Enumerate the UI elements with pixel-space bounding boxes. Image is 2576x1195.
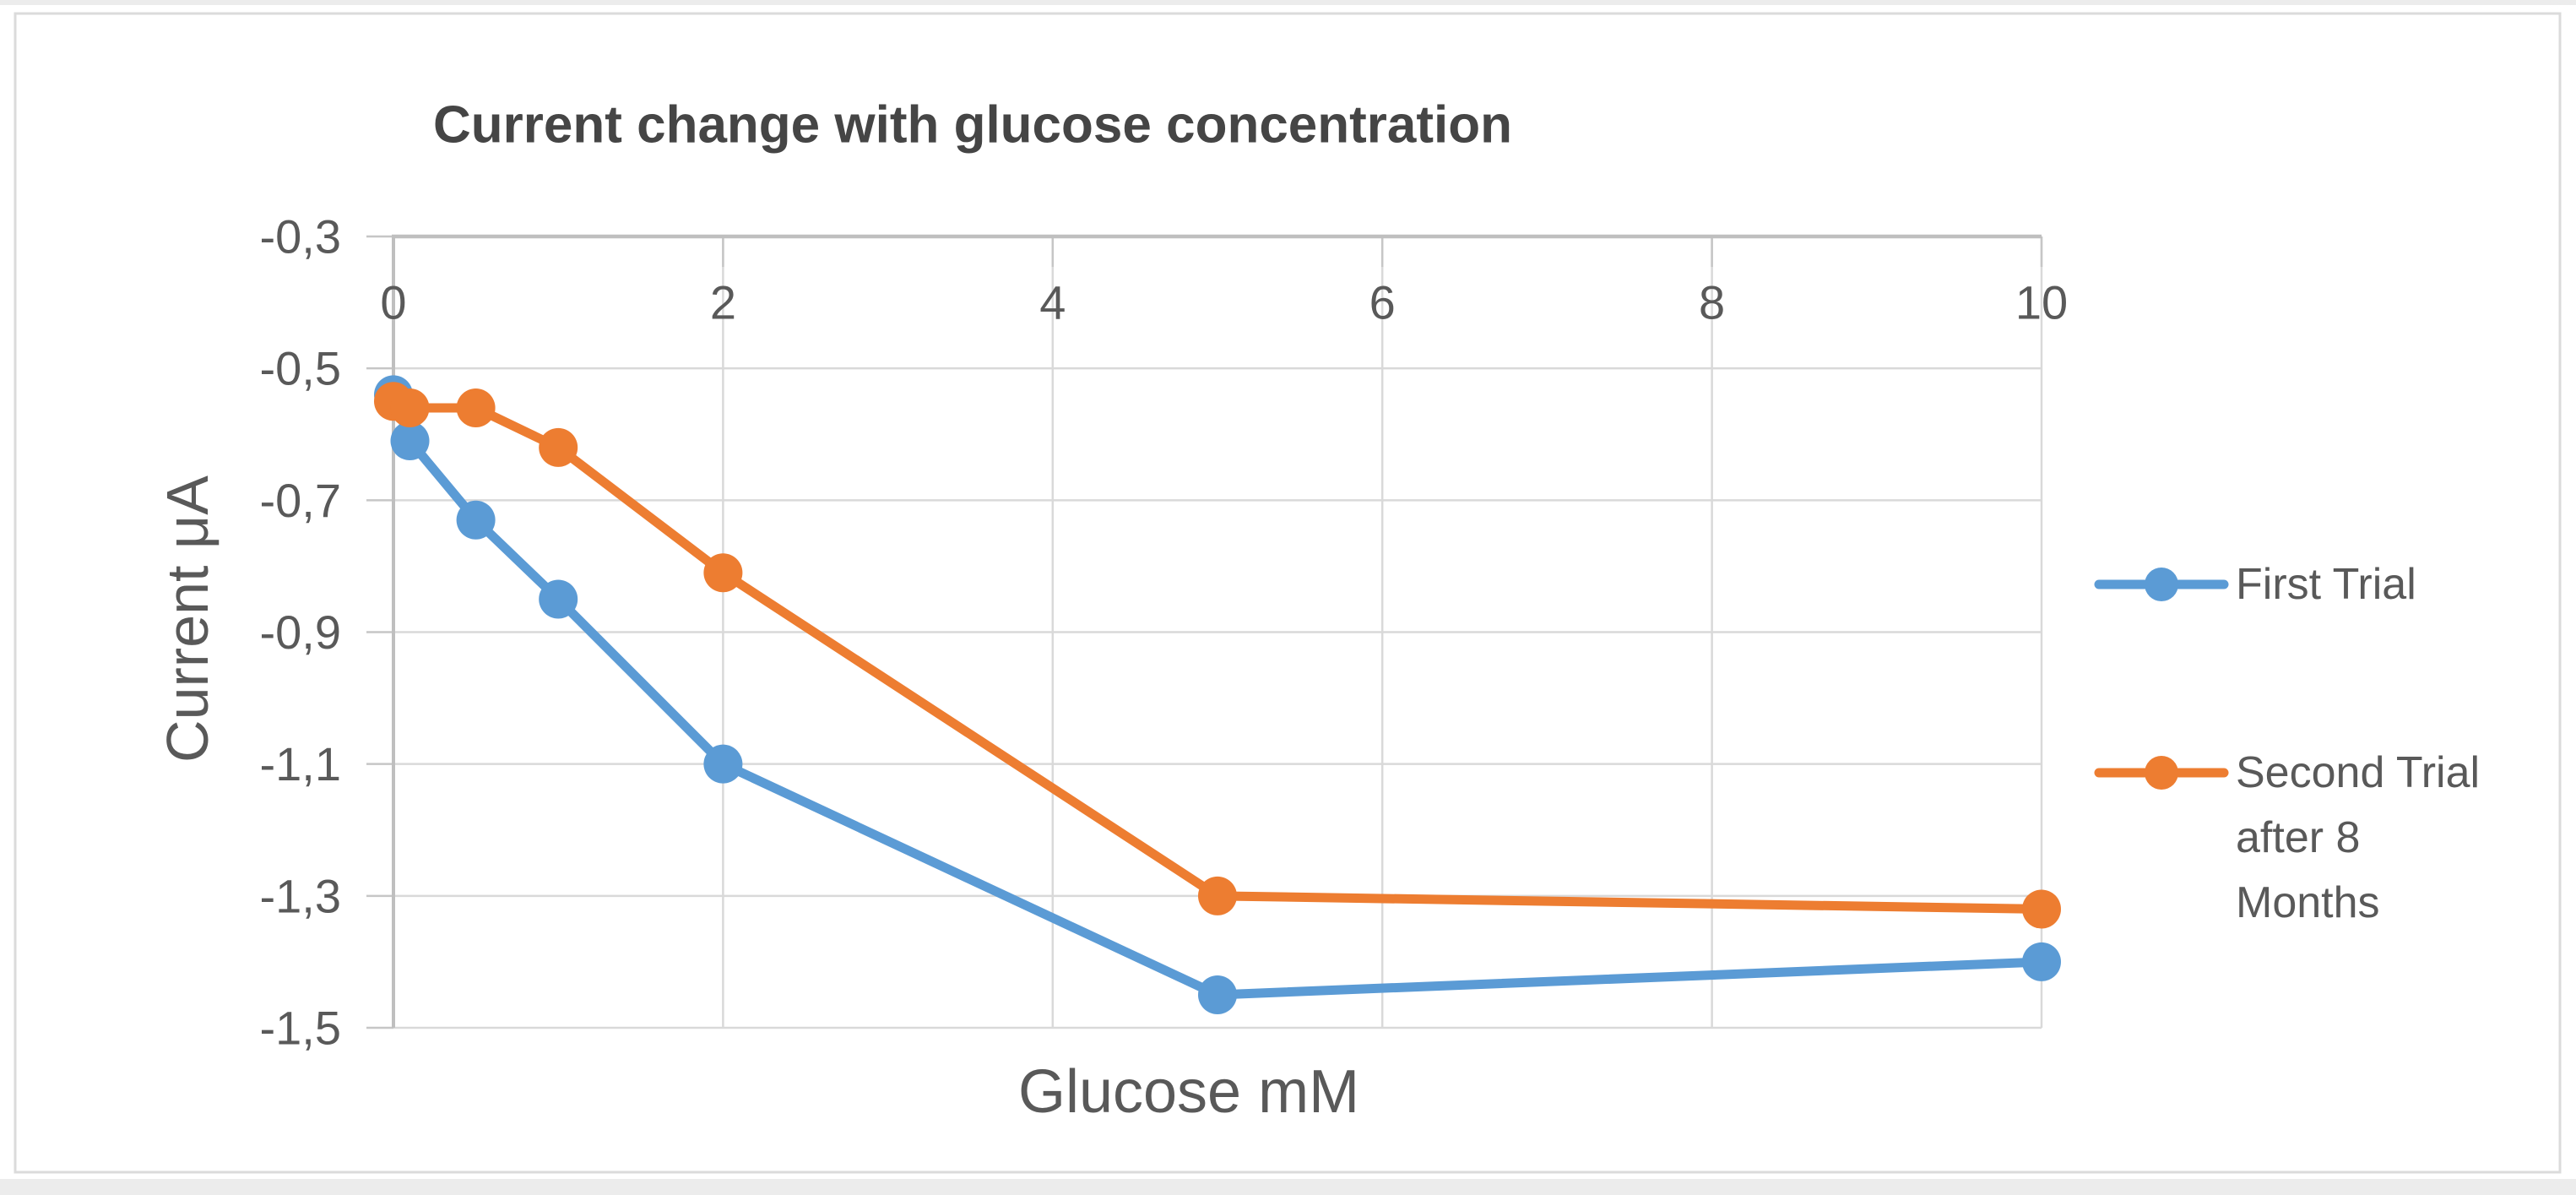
legend-marker-first-trial [2145, 568, 2178, 601]
data-point-first-trial [703, 744, 743, 784]
legend-marker-second-trial-after-8-months [2145, 756, 2178, 790]
chart-area-border [14, 12, 2562, 1174]
legend-label-second-trial-line-3: Months [2236, 878, 2380, 927]
legend: First Trial Second Trial after 8 Months [2094, 560, 2480, 927]
legend-label-second-trial-line-1: Second Trial [2236, 748, 2480, 797]
data-point-second-trial-after-8-months [703, 553, 743, 593]
x-tick-label: 0 [380, 276, 406, 329]
data-point-first-trial [390, 421, 430, 461]
x-axis-title: Glucose mM [1018, 1058, 1359, 1126]
y-axis-title: Current μA [155, 475, 220, 763]
x-tick-label: 10 [2015, 276, 2068, 329]
y-tick-label: -0,7 [260, 474, 342, 527]
data-point-second-trial-after-8-months [2022, 889, 2061, 929]
chart-title: Current change with glucose concentratio… [433, 96, 1512, 155]
axes [366, 234, 2043, 1029]
plot-series [374, 375, 2061, 1014]
y-tick-label: -1,1 [260, 737, 342, 790]
x-tick-label: 2 [710, 276, 736, 329]
x-tick-label: 8 [1699, 276, 1725, 329]
data-point-first-trial [2022, 942, 2061, 981]
legend-label-first-trial: First Trial [2236, 560, 2416, 609]
y-tick-label: -0,9 [260, 606, 342, 659]
y-tick-label: -0,3 [260, 210, 342, 263]
data-point-second-trial-after-8-months [1198, 876, 1237, 915]
data-point-second-trial-after-8-months [456, 388, 496, 428]
x-tick-label: 4 [1039, 276, 1066, 329]
data-point-first-trial [456, 500, 496, 540]
y-tick-label: -0,5 [260, 342, 342, 395]
data-point-first-trial [539, 579, 578, 619]
top-edge-band [0, 0, 2576, 5]
bottom-edge-band [0, 1179, 2576, 1195]
tick-labels: 0 2 4 6 8 10 -0,3 -0,5 -0,7 -0,9 -1,1 -1,3 -1,5 [260, 210, 2069, 1055]
data-point-second-trial-after-8-months [539, 427, 578, 467]
y-tick-label: -1,3 [260, 869, 342, 922]
data-point-first-trial [1198, 975, 1237, 1014]
data-point-second-trial-after-8-months [390, 388, 430, 428]
legend-markers [2094, 568, 2229, 790]
y-tick-label: -1,5 [260, 1002, 342, 1055]
x-tick-label: 6 [1369, 276, 1396, 329]
legend-label-second-trial-line-2: after 8 [2236, 813, 2360, 862]
